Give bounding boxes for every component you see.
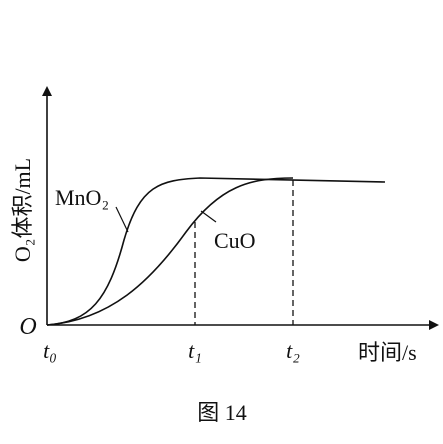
y-label: O₂体积/mL (10, 158, 35, 262)
tick-label: t₀ (43, 338, 57, 363)
curve-label: CuO (214, 228, 256, 253)
caption: 图 14 (197, 400, 247, 425)
x-label: 时间/s (358, 340, 417, 365)
curve-label: MnO₂ (55, 185, 109, 210)
tick-label: t₁ (188, 338, 202, 363)
cuo-curve (46, 177, 294, 326)
tick-label: t₂ (286, 338, 300, 363)
cuo-leader (200, 210, 217, 223)
mno2-leader (115, 206, 129, 233)
mno2-curve (46, 177, 386, 326)
origin: O (19, 314, 36, 340)
